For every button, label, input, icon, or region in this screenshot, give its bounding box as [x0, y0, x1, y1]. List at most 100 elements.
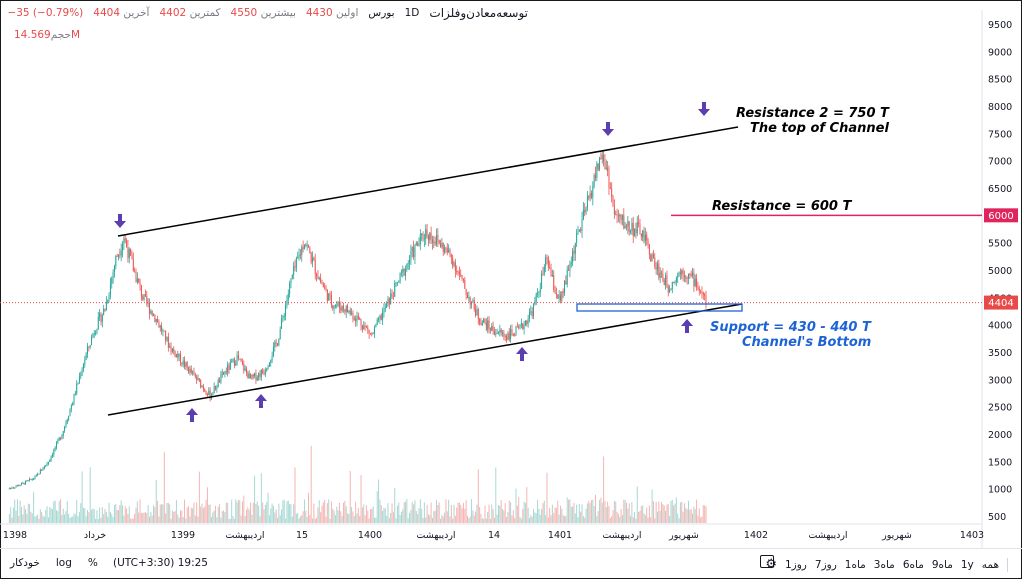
candle-body: [181, 363, 183, 365]
candle-body: [306, 244, 308, 246]
candle-body: [61, 435, 63, 440]
channel-bottom-line[interactable]: [107, 303, 743, 416]
log-scale-toggle[interactable]: log: [55, 557, 72, 569]
range-button[interactable]: 1روز: [784, 558, 807, 571]
volume-bar: [601, 502, 603, 523]
range-button[interactable]: 1y: [960, 558, 974, 571]
volume-bar: [662, 504, 664, 523]
candle-body: [538, 292, 540, 294]
candle-body: [485, 322, 487, 330]
volume-bar: [344, 500, 346, 523]
volume-bar: [481, 518, 483, 523]
auto-scale-toggle[interactable]: خودکار: [10, 557, 40, 569]
volume-bar: [485, 518, 487, 523]
range-button[interactable]: 1ماه: [844, 558, 866, 571]
volume-bar: [574, 513, 576, 523]
candle-body: [263, 372, 265, 375]
volume-bar: [82, 507, 84, 523]
volume-bar: [16, 499, 18, 523]
volume-bar: [468, 517, 470, 523]
volume-bar: [448, 499, 450, 523]
volume-bar: [705, 506, 707, 523]
candle-body: [317, 276, 319, 280]
candle-body: [484, 319, 486, 323]
support-zone-box[interactable]: [576, 303, 743, 312]
candle-body: [208, 390, 210, 395]
volume-bar: [275, 509, 277, 523]
compare-icon[interactable]: [760, 555, 774, 568]
candle-body: [105, 301, 107, 311]
volume-bar: [635, 518, 637, 523]
gear-icon[interactable]: ⚙: [765, 557, 777, 572]
price-chart[interactable]: 5001000150020002500300035004000450050005…: [0, 0, 1024, 548]
candle-body: [429, 232, 431, 241]
resistance-price-tag: [984, 208, 1018, 223]
volume-bar: [487, 511, 489, 523]
candle-body: [512, 333, 514, 336]
volume-bar: [74, 514, 76, 523]
candle-body: [134, 271, 136, 273]
volume-bar: [108, 502, 110, 523]
candle-body: [338, 301, 340, 308]
volume-bar: [551, 504, 553, 523]
volume-bar: [326, 503, 328, 523]
range-button[interactable]: 3ماه: [873, 558, 895, 571]
volume-bar: [305, 510, 307, 523]
volume-bar: [483, 518, 485, 523]
volume-bar: [353, 516, 355, 523]
range-button[interactable]: 6ماه: [902, 558, 924, 571]
volume-bar: [268, 515, 270, 523]
candle-body: [66, 419, 68, 423]
volume-bar: [231, 499, 233, 523]
candle-body: [483, 319, 485, 323]
candle-body: [108, 294, 110, 301]
time-axis[interactable]: 1398 خرداد 1399 اردیبهشت 15 1400 اردیبهشت 14 140…: [3, 530, 984, 541]
range-button[interactable]: همه: [981, 558, 999, 571]
range-button[interactable]: 9ماه: [931, 558, 953, 571]
volume-bar: [384, 508, 386, 523]
volume-bar: [56, 510, 58, 523]
high-value: 4550: [230, 7, 258, 19]
candle-body: [8, 488, 10, 490]
volume-bar: [453, 504, 455, 523]
candle-body: [254, 373, 256, 377]
candle-body: [572, 250, 574, 263]
volume-bar: [65, 511, 67, 523]
volume-bar: [436, 500, 438, 523]
price-axis[interactable]: 5001000150020002500300035004000450050005…: [988, 20, 1012, 523]
candle-body: [295, 257, 297, 268]
volume-bar: [15, 510, 17, 523]
exchange-label: بورس: [368, 7, 395, 19]
volume-bar: [229, 518, 231, 523]
range-button[interactable]: 7روز: [814, 558, 837, 571]
volume-bar: [535, 513, 537, 523]
symbol-name[interactable]: توسعه‌معادن‌وفلزات: [429, 6, 528, 20]
volume-bar: [97, 518, 99, 523]
volume-bar: [208, 504, 210, 523]
timezone-label[interactable]: (UTC+3:30) 19:25: [113, 557, 208, 569]
volume-bar: [476, 504, 478, 523]
volume-bar: [117, 510, 119, 523]
volume-bar: [119, 504, 121, 523]
volume-bar: [624, 500, 626, 523]
volume-bar: [446, 511, 448, 523]
percent-scale-toggle[interactable]: %: [87, 557, 98, 569]
candle-body: [374, 327, 376, 334]
interval-label[interactable]: 1D: [404, 7, 420, 19]
volume-bar: [221, 511, 223, 523]
channel-top-line[interactable]: [117, 126, 739, 237]
candle-body: [674, 282, 676, 284]
volume-bar: [454, 515, 456, 523]
volume-bar: [58, 501, 60, 523]
candle-body: [348, 310, 350, 313]
volume-bar: [196, 502, 198, 523]
candle-body: [85, 353, 87, 360]
candle-body: [92, 334, 94, 338]
candle-body: [638, 222, 640, 224]
candle-body: [520, 323, 522, 326]
price-tick-label: 8000: [988, 102, 1012, 113]
candle-body: [189, 368, 191, 373]
volume-bar: [565, 515, 567, 523]
candle-body: [229, 361, 231, 370]
